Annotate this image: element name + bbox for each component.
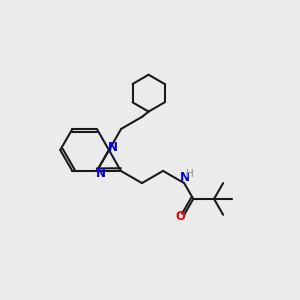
Text: N: N xyxy=(96,167,106,180)
Text: N: N xyxy=(180,171,190,184)
Text: H: H xyxy=(186,169,194,178)
Text: N: N xyxy=(108,141,118,154)
Text: O: O xyxy=(176,210,186,223)
